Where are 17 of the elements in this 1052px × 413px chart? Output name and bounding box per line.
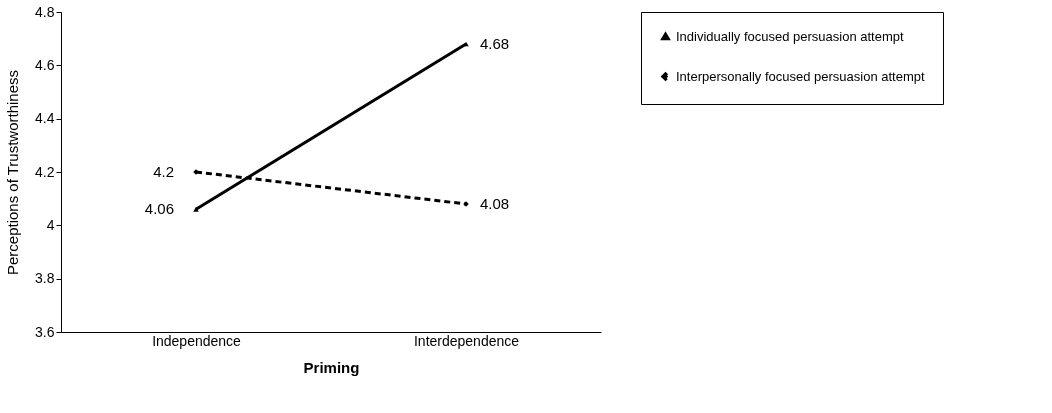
- legend-label: Interpersonally focused persuasion attempt: [676, 68, 925, 84]
- y-tick-label: 4: [46, 216, 55, 233]
- legend-label: Individually focused persuasion attempt: [676, 28, 905, 44]
- y-tick-label: 3.8: [35, 270, 55, 287]
- data-label: 4.68: [480, 35, 510, 52]
- x-axis-title: Priming: [303, 358, 360, 376]
- data-label: 4.2: [153, 163, 174, 180]
- y-tick-label: 4.4: [35, 110, 55, 127]
- y-tick-label: 4.8: [35, 3, 55, 20]
- x-tick-label: Independence: [152, 332, 242, 349]
- y-tick-label: 4.2: [35, 163, 55, 180]
- data-label: 4.08: [480, 195, 510, 212]
- data-label: 4.06: [144, 200, 174, 218]
- y-axis-title: Perceptions of Trustworthiness: [4, 69, 22, 276]
- y-tick-label: 4.6: [35, 56, 55, 73]
- x-tick-label: Interdependence: [413, 332, 520, 349]
- y-tick-label: 3.6: [35, 323, 55, 340]
